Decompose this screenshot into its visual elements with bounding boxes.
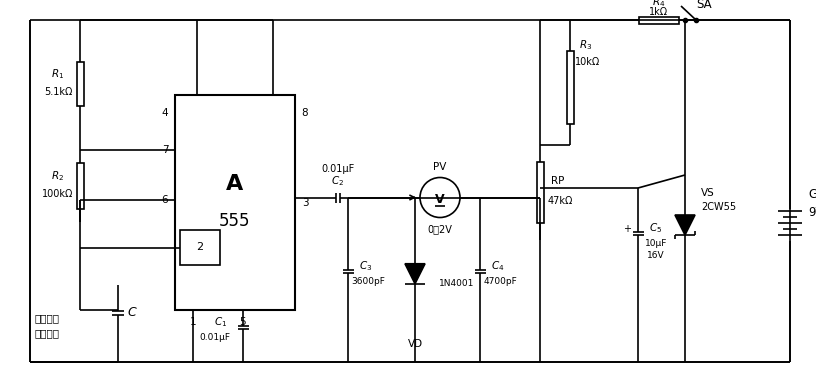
Text: 100kΩ: 100kΩ bbox=[42, 189, 73, 199]
Text: 电容式湿: 电容式湿 bbox=[34, 313, 60, 323]
Text: 3600pF: 3600pF bbox=[351, 277, 385, 286]
Text: 度传感器: 度传感器 bbox=[34, 328, 60, 338]
Text: $C_4$: $C_4$ bbox=[491, 259, 505, 273]
Bar bbox=[639, 17, 679, 23]
Text: $R_3$: $R_3$ bbox=[579, 38, 592, 52]
Text: 1kΩ: 1kΩ bbox=[650, 7, 668, 17]
Bar bbox=[175, 95, 295, 310]
Text: VS: VS bbox=[701, 188, 715, 198]
Text: $C_2$: $C_2$ bbox=[331, 175, 344, 188]
Text: GB: GB bbox=[808, 189, 816, 201]
Text: 10kΩ: 10kΩ bbox=[575, 57, 601, 67]
Text: $R_4$: $R_4$ bbox=[652, 0, 666, 9]
Text: 0～2V: 0～2V bbox=[428, 224, 452, 234]
Text: 47kΩ: 47kΩ bbox=[548, 196, 573, 206]
Text: 555: 555 bbox=[220, 211, 251, 229]
Text: 10μF: 10μF bbox=[645, 238, 667, 248]
Text: 3: 3 bbox=[302, 198, 308, 208]
Text: 16V: 16V bbox=[647, 251, 665, 259]
Text: 2CW55: 2CW55 bbox=[701, 202, 736, 212]
Bar bbox=[77, 163, 83, 209]
Text: PV: PV bbox=[433, 162, 446, 172]
Text: $C_1$: $C_1$ bbox=[215, 316, 228, 330]
Polygon shape bbox=[405, 264, 425, 284]
Text: 7: 7 bbox=[162, 145, 168, 155]
Text: 8: 8 bbox=[302, 108, 308, 118]
Text: VD: VD bbox=[407, 339, 423, 349]
Text: $R_2$: $R_2$ bbox=[51, 169, 64, 183]
Text: 9V: 9V bbox=[808, 206, 816, 219]
Text: +: + bbox=[623, 224, 632, 233]
Text: 6: 6 bbox=[162, 195, 168, 205]
Text: $R_1$: $R_1$ bbox=[51, 67, 64, 81]
Text: 0.01μF: 0.01μF bbox=[321, 164, 354, 174]
Circle shape bbox=[420, 177, 460, 218]
Text: 4700pF: 4700pF bbox=[483, 277, 517, 286]
Bar bbox=[566, 51, 574, 124]
Text: RP: RP bbox=[552, 176, 565, 186]
Bar bbox=[77, 62, 83, 106]
Text: 1: 1 bbox=[189, 317, 197, 327]
Text: 4: 4 bbox=[162, 108, 168, 118]
Text: SA: SA bbox=[696, 0, 712, 10]
Text: $C$: $C$ bbox=[126, 306, 137, 318]
Text: $C_3$: $C_3$ bbox=[359, 259, 373, 273]
Text: 1N4001: 1N4001 bbox=[439, 279, 474, 288]
Bar bbox=[536, 162, 543, 223]
Text: 0.01μF: 0.01μF bbox=[199, 333, 230, 342]
Text: V: V bbox=[435, 193, 445, 206]
Text: A: A bbox=[226, 174, 244, 194]
Text: 5.1kΩ: 5.1kΩ bbox=[44, 87, 72, 97]
Bar bbox=[180, 230, 220, 265]
Polygon shape bbox=[675, 215, 695, 235]
Text: 5: 5 bbox=[240, 317, 246, 327]
Text: 2: 2 bbox=[197, 243, 203, 253]
Text: $C_5$: $C_5$ bbox=[650, 221, 663, 235]
